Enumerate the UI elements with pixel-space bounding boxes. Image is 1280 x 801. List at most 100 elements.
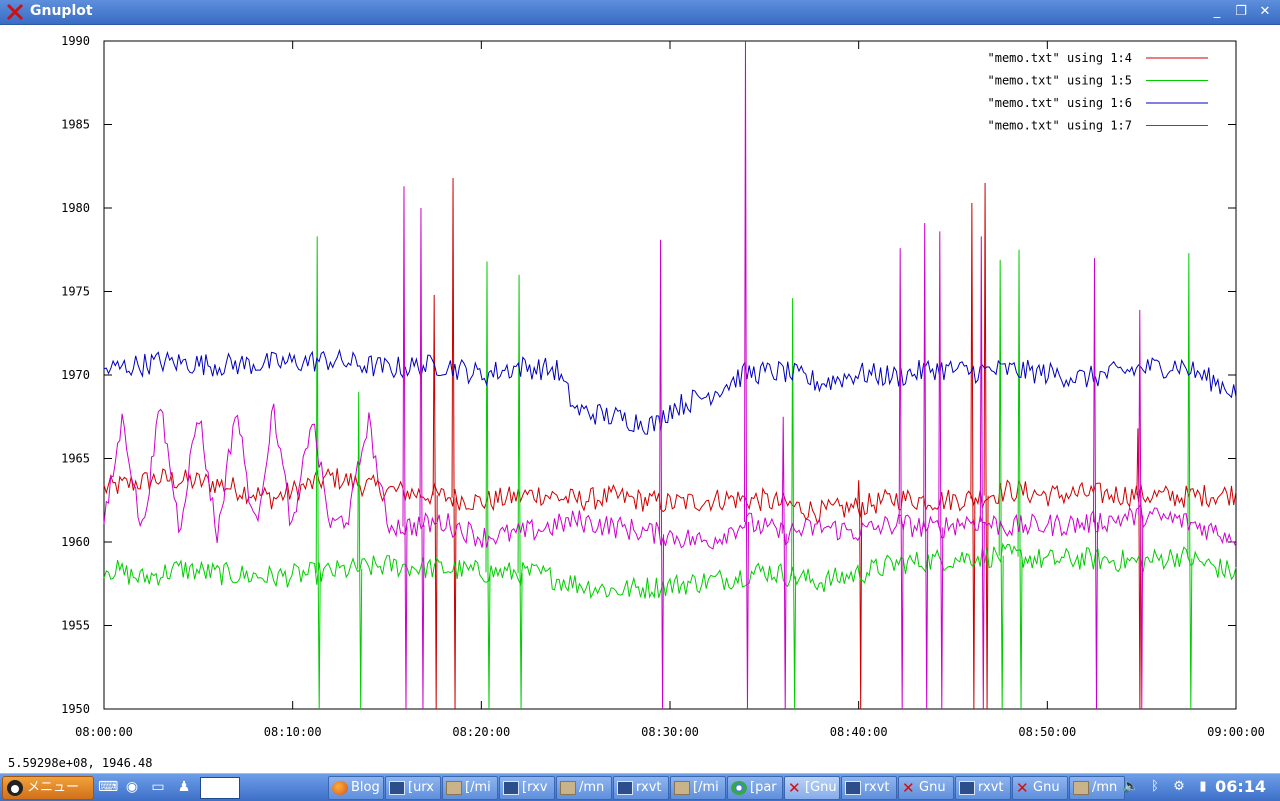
series-spike-col7 [898,248,904,710]
series-spike-col5 [357,391,363,710]
series-line-col6 [103,348,1237,435]
firefox-icon [332,781,348,795]
y-tick-label: 1970 [61,368,90,382]
taskbar-task-label: /mn [579,780,605,795]
network-icon[interactable]: ⚙ [1173,779,1185,794]
taskbar-task-label: [rxv [522,780,548,795]
series-spike-col7 [419,207,425,710]
line-chart: 1950 1955 1960 1965 1970 1975 1980 1985 1990 08:0… [61,34,1265,739]
series-spike-col7 [923,223,929,710]
chrome-icon [731,781,747,795]
desktop-pager[interactable] [200,777,240,799]
series-spike-col5 [315,236,321,710]
x-tick-label: 09:00:00 [1207,725,1265,739]
taskbar-task[interactable]: [par [727,776,783,800]
taskbar-task[interactable]: [/mi [442,776,498,800]
terminal-icon [503,781,519,795]
series-line-col7 [103,403,1237,550]
maximize-button[interactable]: ❐ [1235,4,1247,19]
series-spike-col4 [451,177,457,710]
taskbar-task-label: Gnu [919,780,946,795]
legend-label: "memo.txt" using 1:6 [988,96,1133,110]
taskbar-task[interactable]: Blog [328,776,384,800]
start-menu-label: メニュー [27,780,80,795]
taskbar-task[interactable]: [rxv [499,776,555,800]
series-spike-col7 [743,40,749,710]
battery-icon[interactable]: ▮ [1199,779,1207,794]
x-tick-label: 08:20:00 [452,725,510,739]
taskbar: メニュー ⌨ ◉ ▭ ♟ Blog [urx [/mi [rxv/mn rxvt [/mi… [0,773,1280,801]
series-spike-col5 [517,274,523,710]
taskbar-task[interactable]: ✕ Gnu [1012,776,1068,800]
window-titlebar[interactable]: Gnuplot _ ❐ ✕ [0,0,1280,25]
series-spike-col7 [402,186,408,710]
taskbar-task-label: [/mi [465,780,491,795]
y-tick-label: 1985 [61,118,90,132]
x-tick-label: 08:40:00 [830,725,888,739]
y-tick-label: 1990 [61,34,90,48]
y-tick-label: 1965 [61,452,90,466]
taskbar-task[interactable]: [/mi [670,776,726,800]
taskbar-task-label: [urx [408,780,434,795]
x-tick-label: 08:10:00 [264,725,322,739]
gnuplot-icon: ✕ [788,779,801,797]
taskbar-task-label: [Gnu [805,780,837,795]
taskbar-task[interactable]: ✕ Gnu [898,776,954,800]
y-tick-label: 1950 [61,702,90,716]
terminal-icon [617,781,633,795]
taskbar-task[interactable]: ✕ [Gnu [784,776,840,800]
series-line-col4 [103,467,1237,524]
taskbar-task[interactable]: /mn [556,776,612,800]
y-tick-label: 1975 [61,285,90,299]
tux-icon[interactable]: ♟ [177,779,191,795]
taskbar-task-label: [/mi [693,780,719,795]
taskbar-task[interactable]: /mn [1069,776,1125,800]
series-spike-col7 [979,236,985,710]
clock: 06:14 [1215,777,1266,796]
plot-area[interactable]: 1950 1955 1960 1965 1970 1975 1980 1985 1990 08:0… [0,25,1280,773]
gnuplot-x-icon [6,3,24,21]
series-spike-col7 [781,416,787,710]
gnuplot-icon: ✕ [1016,779,1029,797]
computer-icon[interactable]: ⌨ [98,779,119,795]
series-spike-col4 [970,202,976,710]
series-spike-col4 [857,480,863,710]
x-tick-label: 08:00:00 [75,725,133,739]
series-spike-col7 [659,239,665,710]
bluetooth-icon[interactable]: ᛒ [1151,779,1159,794]
start-menu-button[interactable]: メニュー [2,776,94,800]
globe-icon[interactable]: ◉ [125,779,139,795]
legend-label: "memo.txt" using 1:7 [988,119,1133,133]
folder-icon [1073,781,1089,795]
taskbar-task[interactable]: rxvt [613,776,669,800]
terminal-icon [845,781,861,795]
terminal-icon [389,781,405,795]
close-button[interactable]: ✕ [1259,4,1271,19]
series-spike-col5 [998,259,1004,710]
taskbar-task-label: rxvt [636,780,662,795]
series-spike-col7 [1138,309,1144,710]
volume-icon[interactable]: 🔈 [1122,779,1140,794]
legend-label: "memo.txt" using 1:5 [988,74,1133,88]
taskbar-task[interactable]: rxvt [841,776,897,800]
taskbar-task-label: rxvt [978,780,1004,795]
menu-logo-icon [7,780,23,796]
minimize-button[interactable]: _ [1213,4,1221,19]
folder-icon [674,781,690,795]
window-title: Gnuplot [30,3,93,19]
series-spike-col4 [432,294,438,710]
taskbar-task[interactable]: [urx [385,776,441,800]
folder-icon[interactable]: ▭ [151,779,165,795]
taskbar-task[interactable]: rxvt [955,776,1011,800]
series-spike-col4 [983,182,989,710]
taskbar-task-label: [par [750,780,777,795]
series-spike-col5 [791,298,797,710]
series-spike-col5 [485,261,491,710]
taskbar-task-label: Gnu [1033,780,1060,795]
x-tick-label: 08:30:00 [641,725,699,739]
terminal-icon [959,781,975,795]
taskbar-task-label: /mn [1092,780,1118,795]
legend-label: "memo.txt" using 1:4 [988,51,1133,65]
y-tick-label: 1955 [61,619,90,633]
series-spike-col7 [938,231,944,710]
